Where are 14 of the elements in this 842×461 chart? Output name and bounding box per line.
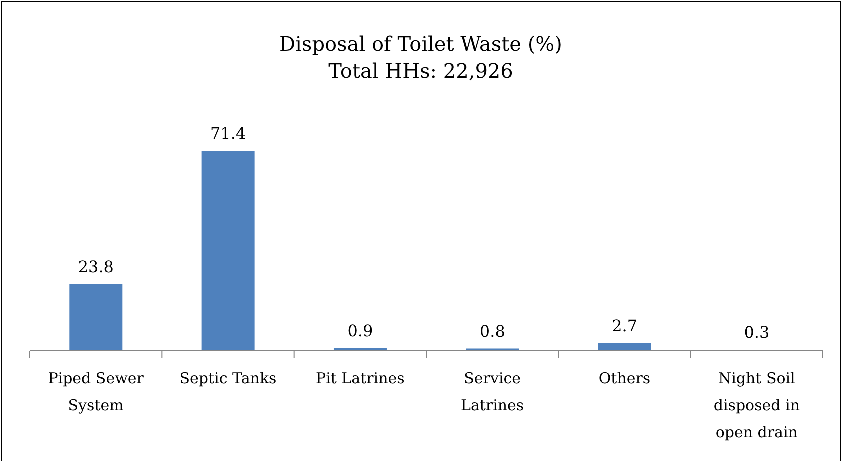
data-label: 2.7: [612, 316, 638, 336]
chart-subtitle: Total HHs: 22,926: [328, 58, 514, 85]
data-label: 0.3: [744, 323, 770, 342]
x-tick-label: Service Latrines: [461, 370, 524, 415]
data-label: 0.8: [480, 322, 506, 341]
data-label: 71.4: [210, 124, 246, 143]
chart-title: Disposal of Toilet Waste (%): [278, 31, 564, 58]
data-label: 23.8: [78, 257, 114, 276]
x-tick-label: Pit Latrines: [316, 370, 405, 388]
x-tick-label: Septic Tanks: [180, 370, 277, 388]
x-tick-label: Others: [598, 370, 651, 388]
x-tick-label: Night Soil disposed in open drain: [714, 370, 800, 442]
data-label: 0.9: [348, 321, 374, 340]
x-tick-label: Piped Sewer System: [48, 370, 145, 415]
